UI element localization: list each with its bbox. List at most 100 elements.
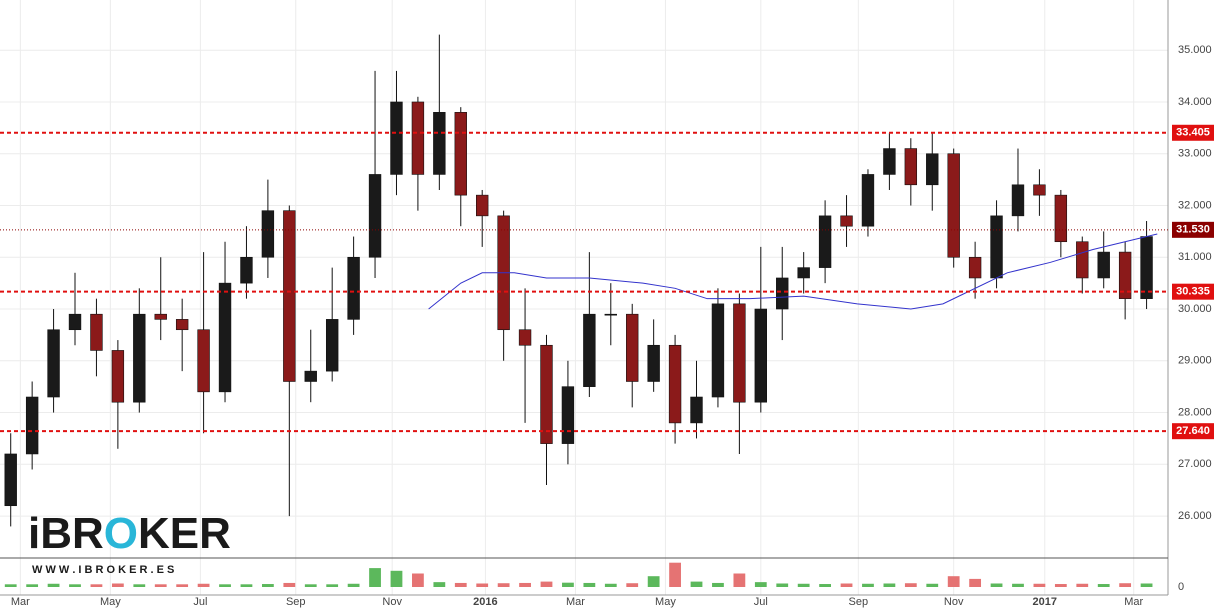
y-tick-label: 28.000 bbox=[1178, 406, 1212, 418]
y-tick-label: 27.000 bbox=[1178, 458, 1212, 470]
volume-bar bbox=[69, 584, 81, 587]
candle-body bbox=[1054, 194, 1068, 243]
candle-body bbox=[1076, 241, 1089, 279]
candle-body bbox=[454, 112, 467, 196]
volume-bar bbox=[540, 581, 553, 587]
candle-body bbox=[1140, 236, 1153, 299]
candle-body bbox=[990, 215, 1003, 279]
y-tick-label: 29.000 bbox=[1178, 355, 1212, 367]
candle-body bbox=[368, 174, 382, 258]
volume-bar bbox=[562, 582, 574, 587]
y-tick-label: 32.000 bbox=[1178, 199, 1212, 211]
candle-body bbox=[197, 329, 210, 393]
volume-bar bbox=[261, 584, 274, 587]
candle-body bbox=[583, 313, 596, 387]
x-tick-label: Sep bbox=[849, 596, 869, 608]
volume-bar bbox=[1054, 584, 1067, 587]
candle-body bbox=[518, 329, 532, 346]
candle-body bbox=[47, 329, 60, 398]
x-tick-label: May bbox=[100, 596, 121, 608]
candle-body bbox=[476, 194, 489, 217]
candle-body bbox=[968, 256, 982, 279]
y-tick-label: 34.000 bbox=[1178, 96, 1212, 108]
candle-body bbox=[347, 256, 360, 320]
candle-body bbox=[1033, 184, 1046, 196]
volume-bar bbox=[347, 583, 360, 587]
volume-bar bbox=[433, 582, 446, 587]
candle-body bbox=[90, 313, 103, 351]
logo-url: W W W . I B R O K E R . E S bbox=[32, 564, 174, 576]
level-label: 30.335 bbox=[1176, 286, 1210, 298]
candle-body bbox=[111, 350, 125, 403]
y-tick-label: 35.000 bbox=[1178, 44, 1212, 56]
moving-average bbox=[428, 233, 1158, 310]
volume-bar bbox=[519, 582, 531, 587]
volume-bar bbox=[90, 584, 103, 587]
volume-bar bbox=[154, 584, 167, 587]
candle-body bbox=[283, 210, 296, 382]
volume-bar bbox=[690, 581, 703, 587]
candle-body bbox=[133, 313, 146, 403]
volume-bar bbox=[583, 582, 596, 587]
volume-bar bbox=[819, 584, 831, 587]
volume-bar bbox=[133, 584, 146, 587]
candle-body bbox=[25, 396, 39, 455]
volume-bar bbox=[840, 583, 853, 587]
candle-body bbox=[840, 215, 853, 227]
volume-tick-label: 0 bbox=[1178, 581, 1184, 593]
candle-body bbox=[883, 148, 896, 175]
level-label: 31.530 bbox=[1176, 224, 1210, 236]
candle-body bbox=[690, 396, 703, 424]
logo-part: iBR bbox=[28, 509, 104, 558]
x-tick-label: Jul bbox=[754, 596, 768, 608]
candle-body bbox=[904, 148, 918, 186]
volume-bar bbox=[669, 562, 681, 587]
x-tick-label: Nov bbox=[382, 596, 402, 608]
candle-body bbox=[1097, 251, 1110, 279]
volume-bar bbox=[476, 583, 489, 587]
volume-bar bbox=[1097, 584, 1110, 587]
volume-bar bbox=[862, 583, 874, 587]
volume-bar bbox=[947, 576, 960, 587]
level-label-box bbox=[1172, 221, 1214, 238]
volume-bar bbox=[390, 570, 403, 587]
candle-body bbox=[325, 319, 339, 372]
candle-body bbox=[733, 303, 746, 403]
candle-body bbox=[797, 267, 810, 279]
volume-bar bbox=[111, 583, 124, 587]
candle-body bbox=[647, 344, 660, 382]
candle-body bbox=[433, 112, 446, 175]
logo-part: KER bbox=[138, 509, 231, 558]
candle-body bbox=[304, 370, 317, 382]
x-tick-label: Mar bbox=[566, 596, 585, 608]
volume-bar bbox=[240, 584, 253, 587]
volume-bar bbox=[1076, 583, 1089, 587]
volume-bar bbox=[4, 584, 17, 587]
volume-bar bbox=[604, 583, 617, 587]
volume-bar bbox=[990, 583, 1003, 587]
logo-part: O bbox=[104, 509, 138, 558]
candle-body bbox=[218, 282, 232, 393]
x-tick-label: Sep bbox=[286, 596, 306, 608]
level-label: 33.405 bbox=[1176, 127, 1210, 139]
volume-bar bbox=[1012, 583, 1024, 587]
x-tick-label: Mar bbox=[11, 596, 30, 608]
volume-bar bbox=[454, 582, 467, 587]
candle-body bbox=[4, 453, 17, 507]
volume-bar bbox=[883, 583, 896, 587]
x-tick-label: 2017 bbox=[1033, 596, 1057, 608]
volume-bar bbox=[304, 584, 317, 587]
level-label-box bbox=[1172, 283, 1214, 300]
volume-bar bbox=[369, 568, 381, 587]
candle-body bbox=[926, 153, 939, 186]
volume-bar bbox=[647, 576, 660, 587]
volume-bar bbox=[776, 583, 789, 587]
volume-bar bbox=[283, 582, 296, 587]
level-label-box bbox=[1172, 124, 1214, 141]
volume-bar bbox=[176, 584, 189, 587]
volume-bar bbox=[969, 578, 982, 587]
candle-body bbox=[540, 344, 553, 444]
candle-body bbox=[947, 153, 960, 258]
volume-bar bbox=[712, 582, 724, 587]
